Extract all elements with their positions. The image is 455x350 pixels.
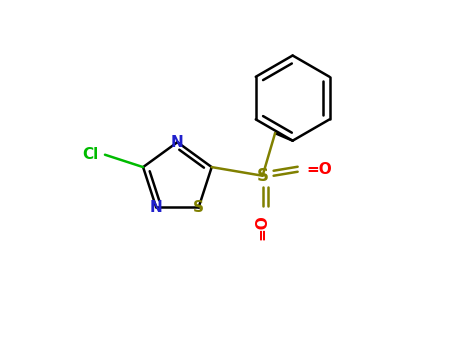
Text: Cl: Cl	[83, 147, 99, 162]
Text: =O: =O	[254, 214, 269, 240]
Text: S: S	[193, 200, 204, 215]
Text: S: S	[257, 167, 268, 185]
Text: =O: =O	[306, 162, 332, 177]
Text: N: N	[171, 135, 184, 150]
Text: N: N	[150, 200, 162, 215]
